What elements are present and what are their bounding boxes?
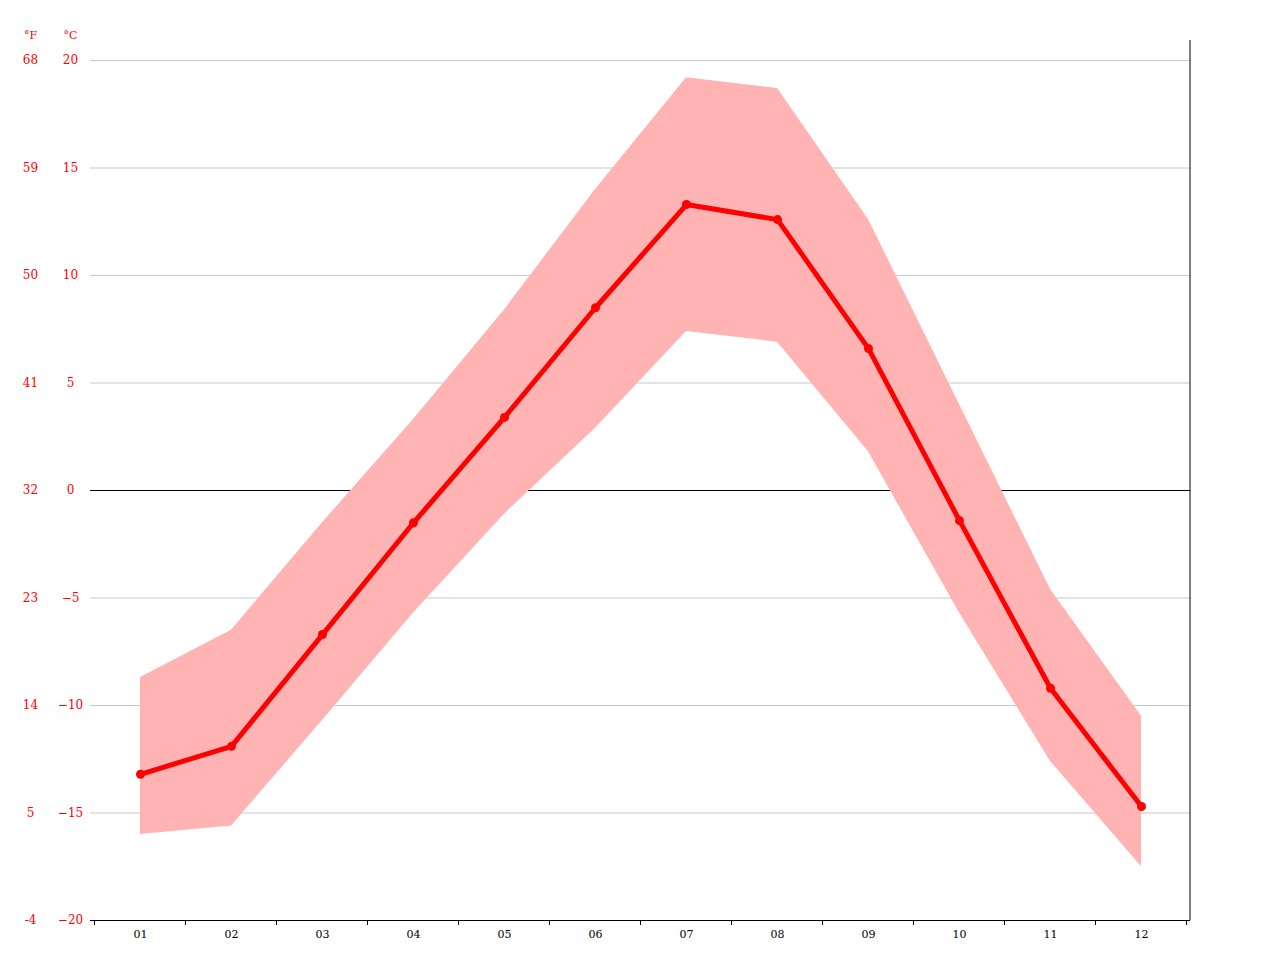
svg-text:10: 10	[953, 928, 967, 941]
svg-text:32: 32	[23, 483, 38, 497]
svg-text:−20: −20	[58, 913, 83, 927]
svg-text:08: 08	[771, 928, 785, 941]
svg-text:50: 50	[23, 268, 38, 282]
svg-text:14: 14	[23, 698, 39, 712]
svg-text:5: 5	[27, 806, 35, 820]
svg-text:41: 41	[23, 376, 38, 390]
svg-text:02: 02	[225, 928, 239, 941]
svg-text:11: 11	[1044, 928, 1058, 941]
svg-text:05: 05	[498, 928, 512, 941]
svg-text:-4: -4	[25, 913, 37, 927]
svg-text:12: 12	[1135, 928, 1149, 941]
svg-text:07: 07	[680, 928, 694, 941]
svg-text:03: 03	[316, 928, 330, 941]
svg-text:10: 10	[63, 268, 78, 282]
svg-text:04: 04	[407, 928, 421, 941]
svg-text:68: 68	[23, 53, 38, 67]
svg-text:5: 5	[67, 376, 75, 390]
svg-text:01: 01	[134, 928, 148, 941]
svg-text:°C: °C	[64, 29, 78, 42]
svg-text:0: 0	[67, 483, 75, 497]
svg-text:23: 23	[23, 591, 38, 605]
svg-text:59: 59	[23, 161, 38, 175]
svg-text:−15: −15	[58, 806, 83, 820]
svg-text:−10: −10	[58, 698, 83, 712]
svg-text:06: 06	[589, 928, 603, 941]
svg-text:09: 09	[862, 928, 876, 941]
svg-text:−5: −5	[62, 591, 80, 605]
svg-text:15: 15	[63, 161, 78, 175]
svg-text:20: 20	[63, 53, 78, 67]
svg-text:°F: °F	[24, 29, 38, 42]
